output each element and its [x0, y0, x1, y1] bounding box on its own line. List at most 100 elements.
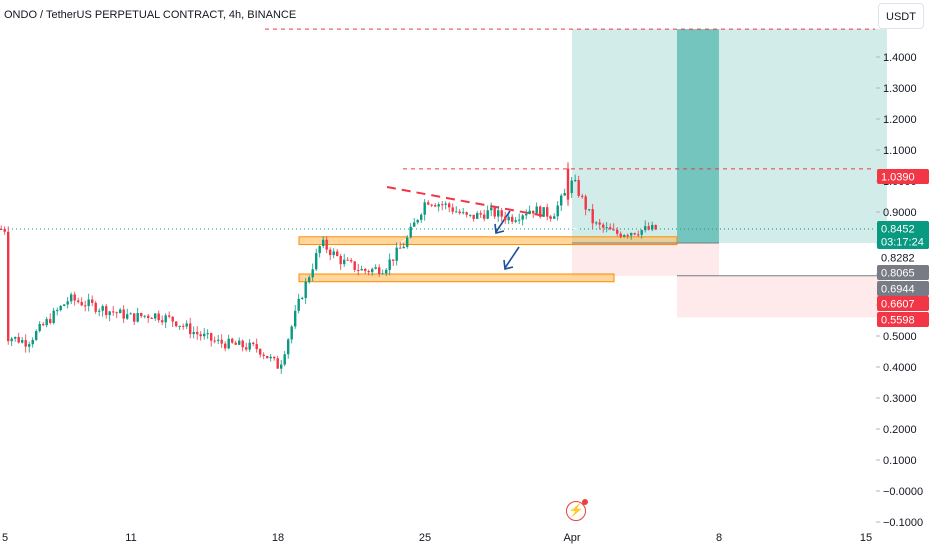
candle-body — [612, 229, 615, 231]
candle-body — [63, 304, 66, 306]
price-badge — [877, 312, 929, 327]
candle-body — [451, 207, 454, 212]
candle-body — [423, 202, 426, 215]
candle-body — [630, 233, 633, 236]
candle-body — [371, 268, 374, 273]
candle-body — [199, 334, 202, 337]
candle-body — [73, 294, 76, 301]
profit-zone[interactable] — [572, 29, 887, 243]
candle-body — [367, 271, 370, 273]
candle-body — [549, 216, 552, 219]
candle-body — [325, 239, 328, 250]
y-tick-label: 1.2000 — [883, 114, 917, 126]
candle-body — [402, 246, 405, 249]
candle-body — [304, 281, 307, 298]
candle-body — [287, 339, 290, 355]
x-tick-label: 25 — [419, 532, 431, 544]
profit-zone[interactable] — [677, 29, 719, 243]
candle-body — [294, 310, 297, 327]
currency-selector[interactable]: USDT — [878, 3, 924, 29]
candle-body — [570, 180, 573, 194]
candle-body — [259, 349, 262, 355]
loss-zone[interactable] — [677, 275, 887, 318]
candle-body — [122, 309, 125, 319]
candle-body — [427, 202, 430, 205]
candle-body — [115, 312, 118, 314]
candle-body — [637, 234, 640, 236]
candle-body — [276, 358, 279, 369]
candle-body — [581, 195, 584, 197]
candle-body — [381, 273, 384, 275]
candle-body — [472, 214, 475, 219]
loss-zone[interactable] — [572, 243, 719, 276]
candle-body — [553, 216, 556, 219]
candle-body — [441, 204, 444, 206]
support-zone[interactable] — [298, 273, 615, 283]
candle-body — [213, 340, 216, 342]
candle-body — [192, 332, 195, 335]
candle-body — [147, 315, 150, 318]
y-tick-label: 0.1000 — [883, 455, 917, 467]
candle-body — [311, 269, 314, 278]
candle-body — [444, 203, 447, 205]
candle-body — [507, 216, 510, 221]
candle-body — [437, 204, 440, 207]
candle-body — [14, 336, 17, 339]
candle-body — [241, 340, 244, 348]
candle-body — [70, 294, 73, 302]
candle-body — [189, 323, 192, 335]
candle-body — [385, 269, 388, 274]
candle-body — [476, 213, 479, 219]
candle-body — [483, 214, 486, 219]
candle-body — [360, 268, 363, 271]
candle-body — [462, 212, 465, 214]
candle-body — [595, 222, 598, 224]
candle-body — [84, 305, 87, 307]
candle-body — [126, 314, 129, 319]
candle-body — [77, 300, 80, 302]
candle-body — [409, 226, 412, 238]
candle-body — [336, 251, 339, 256]
candle-body — [532, 210, 535, 214]
candle-body — [353, 261, 356, 270]
price-badge-value: 0.6944 — [881, 284, 915, 296]
time-axis: 5 11 18 25 Apr 8 15 — [2, 532, 872, 544]
candle-body — [434, 205, 437, 207]
candle-body — [203, 333, 206, 337]
candle-body — [273, 356, 276, 359]
candle-body — [245, 347, 248, 350]
candle-body — [542, 207, 545, 217]
candle-body — [609, 227, 612, 230]
candle-body — [315, 253, 318, 270]
support-zone[interactable] — [298, 236, 678, 246]
price-badge — [877, 281, 929, 296]
price-badge-value: 1.0390 — [881, 172, 915, 184]
candle-body — [129, 313, 132, 315]
candle-body — [399, 247, 402, 249]
candle-body — [374, 267, 377, 269]
candle-body — [175, 321, 178, 327]
candle-body — [511, 216, 514, 222]
candle-body — [154, 313, 157, 319]
resistance-trendline[interactable] — [386, 186, 551, 218]
candle-body — [217, 339, 220, 341]
pattern-line — [542, 224, 578, 230]
candle-body — [497, 210, 500, 217]
candle-body — [0, 228, 3, 230]
candle-body — [206, 333, 209, 335]
candle-body — [486, 210, 489, 219]
candle-body — [465, 212, 468, 215]
candle-body — [577, 180, 580, 196]
candle-body — [528, 210, 531, 214]
candle-body — [56, 310, 59, 312]
price-badge — [877, 250, 929, 265]
candle-body — [157, 313, 160, 321]
candle-body — [500, 210, 503, 217]
candle-body — [297, 298, 300, 311]
candle-body — [238, 340, 241, 345]
price-badge-value: 0.8065 — [881, 268, 915, 280]
candle-body — [248, 342, 251, 350]
candle-body — [220, 339, 223, 344]
candle-body — [364, 268, 367, 272]
